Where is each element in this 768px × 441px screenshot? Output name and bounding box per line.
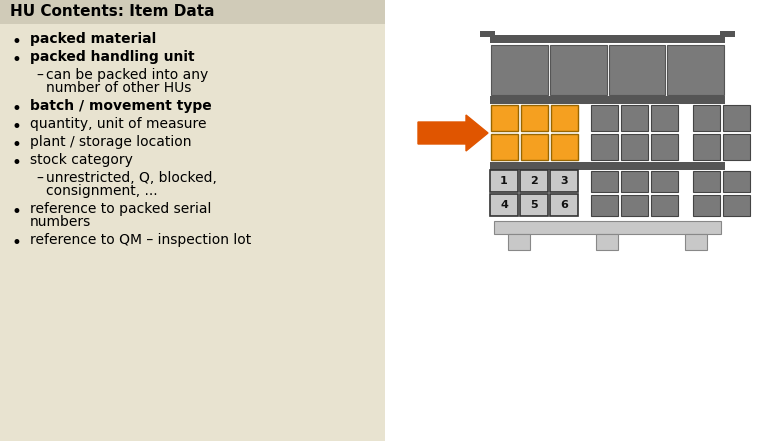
Bar bbox=[494, 221, 721, 234]
Bar bbox=[596, 234, 618, 250]
Text: number of other HUs: number of other HUs bbox=[46, 81, 191, 95]
Bar bbox=[490, 170, 518, 192]
Text: numbers: numbers bbox=[30, 215, 91, 229]
Bar bbox=[621, 171, 648, 192]
Bar bbox=[591, 105, 618, 131]
Bar bbox=[521, 134, 548, 160]
Bar bbox=[720, 31, 735, 37]
Bar bbox=[490, 162, 725, 170]
Text: •: • bbox=[12, 118, 22, 136]
Bar bbox=[693, 171, 720, 192]
Text: –: – bbox=[36, 69, 43, 83]
Text: •: • bbox=[12, 154, 22, 172]
Text: –: – bbox=[36, 172, 43, 186]
Bar bbox=[551, 105, 578, 131]
Bar bbox=[0, 0, 385, 441]
Text: can be packed into any: can be packed into any bbox=[46, 68, 208, 82]
Bar bbox=[520, 194, 548, 216]
Bar bbox=[591, 171, 618, 192]
Bar bbox=[723, 105, 750, 131]
Text: 6: 6 bbox=[560, 200, 568, 210]
Bar bbox=[550, 170, 578, 192]
Text: packed handling unit: packed handling unit bbox=[30, 50, 194, 64]
Bar bbox=[550, 45, 607, 95]
Text: plant / storage location: plant / storage location bbox=[30, 135, 191, 149]
Bar bbox=[591, 195, 618, 216]
Text: reference to QM – inspection lot: reference to QM – inspection lot bbox=[30, 233, 251, 247]
Bar bbox=[723, 134, 750, 160]
Bar bbox=[480, 31, 495, 37]
Text: •: • bbox=[12, 51, 22, 69]
Bar bbox=[651, 171, 678, 192]
Text: stock category: stock category bbox=[30, 153, 133, 167]
FancyArrow shape bbox=[418, 115, 488, 151]
Bar bbox=[651, 105, 678, 131]
Text: •: • bbox=[12, 203, 22, 221]
Text: batch / movement type: batch / movement type bbox=[30, 99, 212, 113]
Bar bbox=[723, 171, 750, 192]
Bar bbox=[490, 35, 725, 43]
Bar bbox=[0, 0, 385, 24]
Text: HU Contents: Item Data: HU Contents: Item Data bbox=[10, 4, 214, 19]
Bar bbox=[508, 234, 530, 250]
Bar bbox=[550, 194, 578, 216]
Bar bbox=[685, 234, 707, 250]
Text: packed material: packed material bbox=[30, 32, 156, 46]
Bar bbox=[723, 195, 750, 216]
Text: 5: 5 bbox=[530, 200, 538, 210]
Bar bbox=[490, 194, 518, 216]
Text: 1: 1 bbox=[500, 176, 508, 186]
Text: 4: 4 bbox=[500, 200, 508, 210]
Bar bbox=[693, 195, 720, 216]
Bar bbox=[490, 96, 725, 104]
Text: 3: 3 bbox=[560, 176, 568, 186]
Bar bbox=[520, 170, 548, 192]
Bar bbox=[521, 105, 548, 131]
Text: •: • bbox=[12, 234, 22, 252]
Text: reference to packed serial: reference to packed serial bbox=[30, 202, 211, 216]
Bar bbox=[651, 195, 678, 216]
Bar bbox=[651, 134, 678, 160]
Bar bbox=[608, 45, 665, 95]
Bar bbox=[491, 134, 518, 160]
Text: •: • bbox=[12, 100, 22, 118]
Bar bbox=[621, 105, 648, 131]
Bar bbox=[491, 105, 518, 131]
Bar bbox=[667, 45, 724, 95]
Bar bbox=[621, 195, 648, 216]
Bar bbox=[551, 134, 578, 160]
Text: 2: 2 bbox=[530, 176, 538, 186]
Text: •: • bbox=[12, 33, 22, 51]
Bar bbox=[491, 45, 548, 95]
Bar bbox=[693, 105, 720, 131]
Bar bbox=[693, 134, 720, 160]
Text: consignment, ...: consignment, ... bbox=[46, 184, 157, 198]
Bar bbox=[621, 134, 648, 160]
Bar bbox=[591, 134, 618, 160]
Text: quantity, unit of measure: quantity, unit of measure bbox=[30, 117, 207, 131]
Text: •: • bbox=[12, 136, 22, 154]
Text: unrestricted, Q, blocked,: unrestricted, Q, blocked, bbox=[46, 171, 217, 185]
